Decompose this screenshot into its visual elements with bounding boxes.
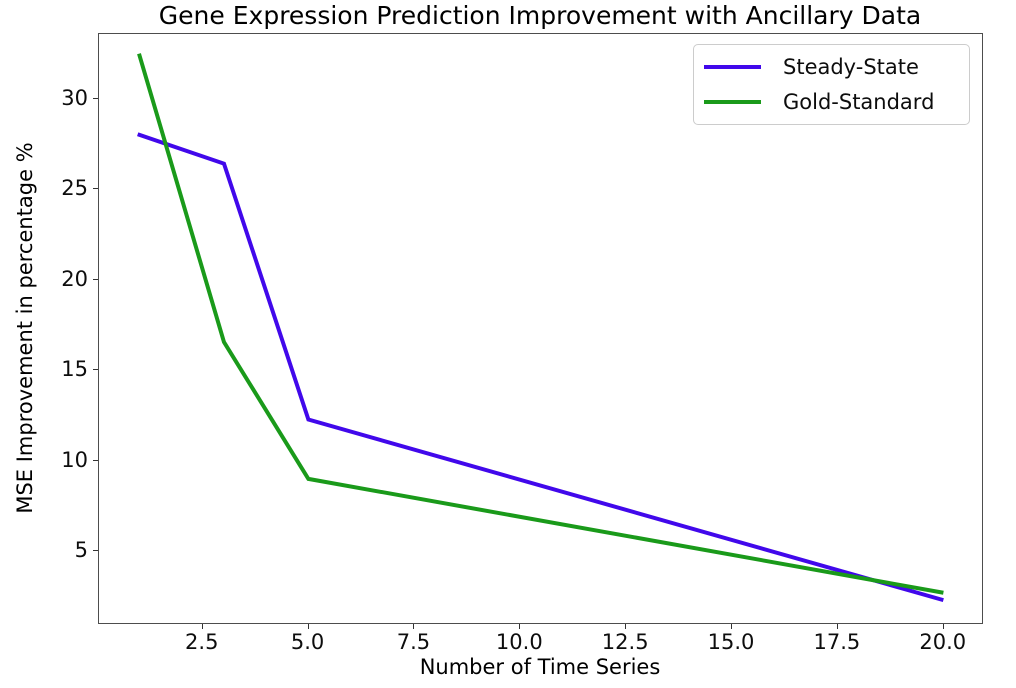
legend-label-gold-standard: Gold-Standard: [783, 89, 935, 114]
x-tick-mark: [836, 624, 838, 629]
y-tick-mark: [93, 459, 98, 461]
x-tick-label: 15.0: [707, 630, 755, 654]
x-tick-label: 10.0: [495, 630, 543, 654]
y-tick-mark: [93, 369, 98, 371]
x-tick-mark: [519, 624, 521, 629]
x-tick-label: 20.0: [919, 630, 967, 654]
y-tick-label: 15: [61, 357, 88, 382]
x-tick-label: 7.5: [396, 630, 431, 654]
series-line-gold-standard: [137, 53, 944, 595]
plot-canvas: [137, 53, 944, 603]
x-axis-label: Number of Time Series: [419, 655, 661, 679]
x-tick-mark: [201, 624, 203, 629]
legend-line-sample-steady-state: [704, 65, 761, 70]
legend-item-gold-standard: Gold-Standard: [704, 90, 959, 114]
y-axis-label: MSE Improvement in percentage %: [13, 142, 37, 514]
y-tick-label: 10: [61, 447, 88, 472]
x-tick-mark: [942, 624, 944, 629]
chart-title: Gene Expression Prediction Improvement w…: [158, 1, 922, 30]
y-tick-mark: [93, 188, 98, 190]
y-tick-mark: [93, 98, 98, 100]
y-tick-label: 5: [74, 537, 88, 562]
x-tick-mark: [307, 624, 309, 629]
x-tick-label: 2.5: [185, 630, 219, 654]
legend-line-sample-gold-standard: [704, 99, 761, 104]
x-tick-mark: [625, 624, 627, 629]
x-tick-label: 12.5: [601, 630, 649, 654]
y-tick-label: 25: [61, 176, 88, 201]
y-tick-label: 30: [61, 86, 88, 111]
x-tick-mark: [413, 624, 415, 629]
x-tick-label: 5.0: [290, 630, 325, 654]
legend-item-steady-state: Steady-State: [704, 55, 959, 79]
x-tick-mark: [731, 624, 733, 629]
y-tick-label: 20: [61, 266, 88, 291]
y-tick-mark: [93, 549, 98, 551]
series-line-steady-state: [137, 132, 944, 603]
y-tick-mark: [93, 278, 98, 280]
x-tick-label: 17.5: [813, 630, 861, 654]
legend-label-steady-state: Steady-State: [783, 55, 919, 80]
plot-area: [98, 33, 983, 624]
legend: Steady-State Gold-Standard: [693, 44, 970, 125]
